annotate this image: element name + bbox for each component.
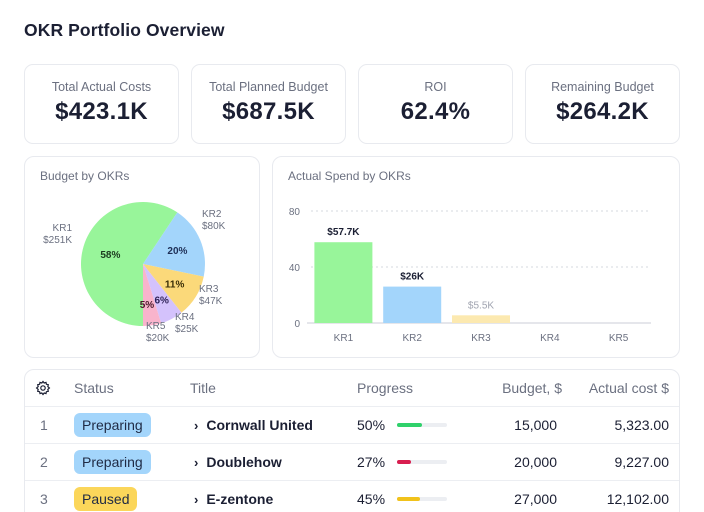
budget-cell: 15,000 <box>514 417 557 433</box>
budget-pie-chart: 58% 20%11%6%5% KR1$251KKR2$80KKR3$47KKR4$… <box>43 202 226 344</box>
gear-icon <box>35 380 51 396</box>
pie-value-label: $80K <box>202 221 226 232</box>
kpi-value: $687.5K <box>222 98 315 125</box>
budget-by-okrs-card: Budget by OKRs 58% 20% 11% 6% 5% KR1 $251K KR2… <box>24 156 260 358</box>
progress-label: 45% <box>357 491 386 507</box>
column-header-title[interactable]: Title <box>190 380 216 396</box>
chevron-right-icon[interactable]: › <box>194 418 199 433</box>
bar-kr2[interactable] <box>383 286 442 323</box>
pie-category-label: KR3 <box>199 284 219 295</box>
bar-data-label: $57.7K <box>327 227 360 238</box>
pie-value-label: $25K <box>175 324 199 335</box>
x-tick-label: KR5 <box>609 333 629 344</box>
progress-label: 27% <box>357 454 386 470</box>
row-title: E-zentone <box>206 491 274 507</box>
progress-bar-fill <box>397 460 411 464</box>
pie-value-label: $47K <box>199 296 223 307</box>
okr-table: Status Title Progress Budget, $ Actual c… <box>24 369 680 512</box>
pie-category-label: KR4 <box>175 312 195 323</box>
kpi-label: Remaining Budget <box>551 80 654 94</box>
actual-spend-card: Actual Spend by OKRs 0 40 80 $57.7K KR1 $26K… <box>272 156 680 358</box>
title-cell[interactable]: › E-zentone <box>194 481 273 512</box>
table-row[interactable]: 1 Preparing › Cornwall United 50% 15,000 … <box>25 407 679 444</box>
x-tick-label: KR4 <box>540 333 560 344</box>
page-title: OKR Portfolio Overview <box>24 20 225 40</box>
budget-cell: 27,000 <box>514 491 557 507</box>
pie-percent-label: 11% <box>165 280 185 291</box>
kpi-remaining-budget: Remaining Budget $264.2K <box>525 64 680 144</box>
kpi-value: $264.2K <box>556 98 649 125</box>
pie-value-label: $20K <box>146 333 170 344</box>
bar-data-label: $26K <box>400 272 425 283</box>
kpi-label: Total Planned Budget <box>209 80 328 94</box>
row-index: 2 <box>40 454 48 470</box>
budget-cell: 20,000 <box>514 454 557 470</box>
x-tick-label: KR3 <box>471 333 491 344</box>
pie-slice-kr2[interactable] <box>143 212 205 277</box>
table-row[interactable]: 3 Paused › E-zentone 45% 27,000 12,102.00 <box>25 481 679 512</box>
pie-percent-label: 6% <box>154 296 169 307</box>
chevron-right-icon[interactable]: › <box>194 455 199 470</box>
pie-percent-label: 5% <box>140 300 155 311</box>
status-badge: Preparing <box>74 413 151 437</box>
pie-value-label: $251K <box>43 235 72 246</box>
pie-percent-label: 58% <box>100 250 120 261</box>
column-header-status[interactable]: Status <box>74 380 114 396</box>
status-cell: Paused <box>74 481 138 512</box>
chart-title: Actual Spend by OKRs <box>288 169 411 183</box>
status-cell: Preparing <box>74 444 151 480</box>
pie-category-label: KR5 <box>146 321 166 332</box>
pie-slice-kr4[interactable] <box>143 264 182 324</box>
pie-percent-label: 20% <box>167 246 187 257</box>
kpi-value: $423.1K <box>55 98 148 125</box>
row-title: Doublehow <box>206 454 282 470</box>
pie-slice-kr1[interactable] <box>81 202 178 326</box>
column-header-actual-cost[interactable]: Actual cost $ <box>588 380 669 396</box>
pie-category-label: KR1 <box>53 223 73 234</box>
kpi-total-planned-budget: Total Planned Budget $687.5K <box>191 64 346 144</box>
actual-cost-cell: 12,102.00 <box>606 491 669 507</box>
settings-button[interactable] <box>35 370 51 406</box>
pie-slice-kr3[interactable] <box>143 264 204 313</box>
bar-kr3[interactable] <box>452 315 510 323</box>
progress-bar-fill <box>397 423 422 427</box>
actual-cost-cell: 5,323.00 <box>614 417 670 433</box>
kpi-label: ROI <box>424 80 447 94</box>
x-tick-label: KR2 <box>402 333 422 344</box>
kpi-total-actual-costs: Total Actual Costs $423.1K <box>24 64 179 144</box>
y-tick-label: 0 <box>294 319 300 330</box>
progress-bar <box>397 423 447 427</box>
progress-bar-fill <box>397 497 420 501</box>
status-badge: Paused <box>74 487 138 511</box>
table-row[interactable]: 2 Preparing › Doublehow 27% 20,000 9,227.… <box>25 444 679 481</box>
progress-bar <box>397 497 447 501</box>
y-tick-label: 40 <box>289 263 301 274</box>
status-cell: Preparing <box>74 407 151 443</box>
chart-title: Budget by OKRs <box>40 169 130 183</box>
kpi-value: 62.4% <box>400 98 471 125</box>
row-title: Cornwall United <box>206 417 313 433</box>
row-index: 1 <box>40 417 48 433</box>
actual-cost-cell: 9,227.00 <box>614 454 670 470</box>
column-header-budget[interactable]: Budget, $ <box>502 380 562 396</box>
chevron-right-icon[interactable]: › <box>194 492 199 507</box>
title-cell[interactable]: › Doublehow <box>194 444 282 480</box>
bar-data-label: $5.5K <box>468 300 494 311</box>
progress-bar <box>397 460 447 464</box>
bar-kr1[interactable] <box>314 242 373 323</box>
pie-slice-kr5[interactable] <box>143 264 162 326</box>
kpi-label: Total Actual Costs <box>51 80 152 94</box>
column-header-progress[interactable]: Progress <box>357 380 414 396</box>
status-badge: Preparing <box>74 450 151 474</box>
row-index: 3 <box>40 491 48 507</box>
y-tick-label: 80 <box>289 207 301 218</box>
kpi-roi: ROI 62.4% <box>358 64 513 144</box>
table-header: Status Title Progress Budget, $ Actual c… <box>25 370 679 407</box>
x-tick-label: KR1 <box>334 333 354 344</box>
progress-label: 50% <box>357 417 386 433</box>
pie-category-label: KR2 <box>202 209 222 220</box>
actual-spend-bar-chart: 0 40 80 $57.7K KR1 $26K KR2 $5.5K KR3 KR4 KR5 <box>289 207 651 344</box>
title-cell[interactable]: › Cornwall United <box>194 407 313 443</box>
